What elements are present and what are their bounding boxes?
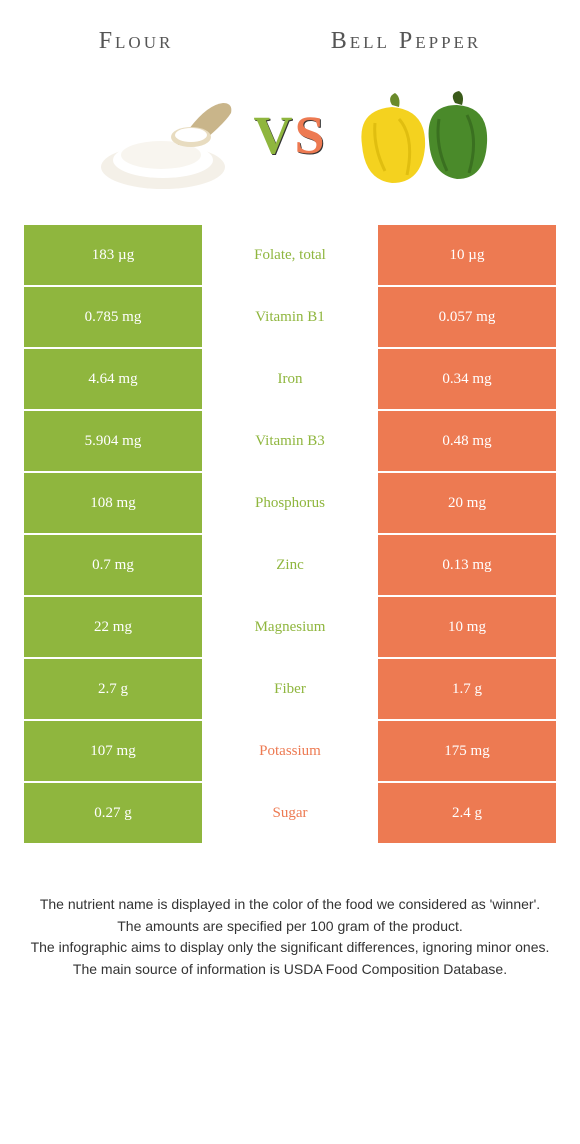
nutrient-name: Zinc	[202, 535, 378, 595]
table-row: 183 µgFolate, total10 µg	[24, 225, 556, 287]
bell-pepper-image	[337, 75, 497, 195]
table-row: 22 mgMagnesium10 mg	[24, 597, 556, 659]
table-row: 108 mgPhosphorus20 mg	[24, 473, 556, 535]
right-value: 10 µg	[378, 225, 556, 285]
left-value: 5.904 mg	[24, 411, 202, 471]
table-row: 0.7 mgZinc0.13 mg	[24, 535, 556, 597]
right-value: 2.4 g	[378, 783, 556, 843]
vs-label: VS	[253, 104, 326, 166]
left-value: 2.7 g	[24, 659, 202, 719]
right-food-title: Bell Pepper	[331, 28, 482, 55]
left-value: 0.785 mg	[24, 287, 202, 347]
nutrient-name: Fiber	[202, 659, 378, 719]
table-row: 0.27 gSugar2.4 g	[24, 783, 556, 845]
nutrient-name: Folate, total	[202, 225, 378, 285]
nutrient-name: Magnesium	[202, 597, 378, 657]
nutrient-name: Potassium	[202, 721, 378, 781]
footer-notes: The nutrient name is displayed in the co…	[0, 845, 580, 979]
left-value: 22 mg	[24, 597, 202, 657]
nutrient-name: Iron	[202, 349, 378, 409]
left-food-title: Flour	[99, 28, 174, 55]
left-value: 107 mg	[24, 721, 202, 781]
vs-v: V	[253, 104, 294, 166]
footer-line-4: The main source of information is USDA F…	[28, 960, 552, 980]
right-value: 10 mg	[378, 597, 556, 657]
flour-image	[83, 75, 243, 195]
vs-row: VS	[0, 65, 580, 225]
left-value: 0.27 g	[24, 783, 202, 843]
nutrient-name: Vitamin B3	[202, 411, 378, 471]
right-value: 1.7 g	[378, 659, 556, 719]
nutrient-table: 183 µgFolate, total10 µg0.785 mgVitamin …	[24, 225, 556, 845]
vs-s: S	[294, 104, 326, 166]
left-value: 183 µg	[24, 225, 202, 285]
nutrient-name: Sugar	[202, 783, 378, 843]
right-value: 0.057 mg	[378, 287, 556, 347]
table-row: 107 mgPotassium175 mg	[24, 721, 556, 783]
table-row: 2.7 gFiber1.7 g	[24, 659, 556, 721]
header: Flour Bell Pepper	[0, 0, 580, 65]
right-value: 0.34 mg	[378, 349, 556, 409]
right-value: 0.48 mg	[378, 411, 556, 471]
right-value: 0.13 mg	[378, 535, 556, 595]
left-value: 4.64 mg	[24, 349, 202, 409]
left-value: 108 mg	[24, 473, 202, 533]
footer-line-2: The amounts are specified per 100 gram o…	[28, 917, 552, 937]
table-row: 0.785 mgVitamin B10.057 mg	[24, 287, 556, 349]
nutrient-name: Phosphorus	[202, 473, 378, 533]
left-value: 0.7 mg	[24, 535, 202, 595]
right-value: 175 mg	[378, 721, 556, 781]
nutrient-name: Vitamin B1	[202, 287, 378, 347]
footer-line-3: The infographic aims to display only the…	[28, 938, 552, 958]
right-value: 20 mg	[378, 473, 556, 533]
footer-line-1: The nutrient name is displayed in the co…	[28, 895, 552, 915]
table-row: 5.904 mgVitamin B30.48 mg	[24, 411, 556, 473]
table-row: 4.64 mgIron0.34 mg	[24, 349, 556, 411]
